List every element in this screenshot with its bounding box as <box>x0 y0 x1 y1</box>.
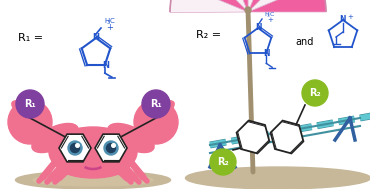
Ellipse shape <box>16 171 171 189</box>
Wedge shape <box>248 0 303 12</box>
Wedge shape <box>176 0 248 12</box>
Text: +: + <box>107 23 114 33</box>
Polygon shape <box>270 121 303 153</box>
Text: and: and <box>296 37 314 47</box>
Circle shape <box>210 149 236 175</box>
Ellipse shape <box>108 123 154 153</box>
Ellipse shape <box>14 110 30 122</box>
Text: 3: 3 <box>267 14 270 18</box>
Circle shape <box>71 143 80 153</box>
Wedge shape <box>248 0 326 12</box>
Circle shape <box>112 144 115 147</box>
Circle shape <box>107 143 115 153</box>
Ellipse shape <box>158 101 174 113</box>
Text: R₁: R₁ <box>24 99 36 109</box>
Text: N: N <box>255 23 261 33</box>
Polygon shape <box>95 134 127 162</box>
Polygon shape <box>59 134 91 162</box>
Text: C: C <box>270 12 275 16</box>
Circle shape <box>245 7 251 13</box>
Text: N: N <box>340 15 346 25</box>
Text: N: N <box>263 49 269 58</box>
Text: R₂: R₂ <box>217 157 229 167</box>
Text: H: H <box>264 12 269 16</box>
Wedge shape <box>247 0 278 12</box>
Ellipse shape <box>12 101 28 113</box>
Text: N: N <box>102 61 109 70</box>
Wedge shape <box>248 0 320 12</box>
Text: +: + <box>347 14 353 20</box>
Text: H: H <box>104 18 109 24</box>
Ellipse shape <box>33 174 153 186</box>
Circle shape <box>104 141 118 155</box>
Text: N: N <box>92 33 100 43</box>
Ellipse shape <box>49 127 137 177</box>
Ellipse shape <box>185 167 370 189</box>
Ellipse shape <box>56 148 131 178</box>
Circle shape <box>16 90 44 118</box>
Circle shape <box>76 144 79 147</box>
Text: C: C <box>110 18 115 24</box>
Circle shape <box>134 100 178 144</box>
Circle shape <box>8 100 52 144</box>
Ellipse shape <box>32 123 78 153</box>
Text: +: + <box>267 17 273 23</box>
Text: R₁: R₁ <box>150 99 162 109</box>
Wedge shape <box>192 0 248 12</box>
Text: 3: 3 <box>107 20 110 26</box>
Ellipse shape <box>156 110 172 122</box>
Polygon shape <box>236 121 269 153</box>
Text: R₁ =: R₁ = <box>18 33 43 43</box>
Wedge shape <box>170 0 248 13</box>
Circle shape <box>302 80 328 106</box>
Wedge shape <box>218 0 248 12</box>
Text: R₂: R₂ <box>309 88 321 98</box>
Ellipse shape <box>61 151 125 169</box>
Text: R₂ =: R₂ = <box>196 30 221 40</box>
Circle shape <box>142 90 170 118</box>
Circle shape <box>68 141 82 155</box>
